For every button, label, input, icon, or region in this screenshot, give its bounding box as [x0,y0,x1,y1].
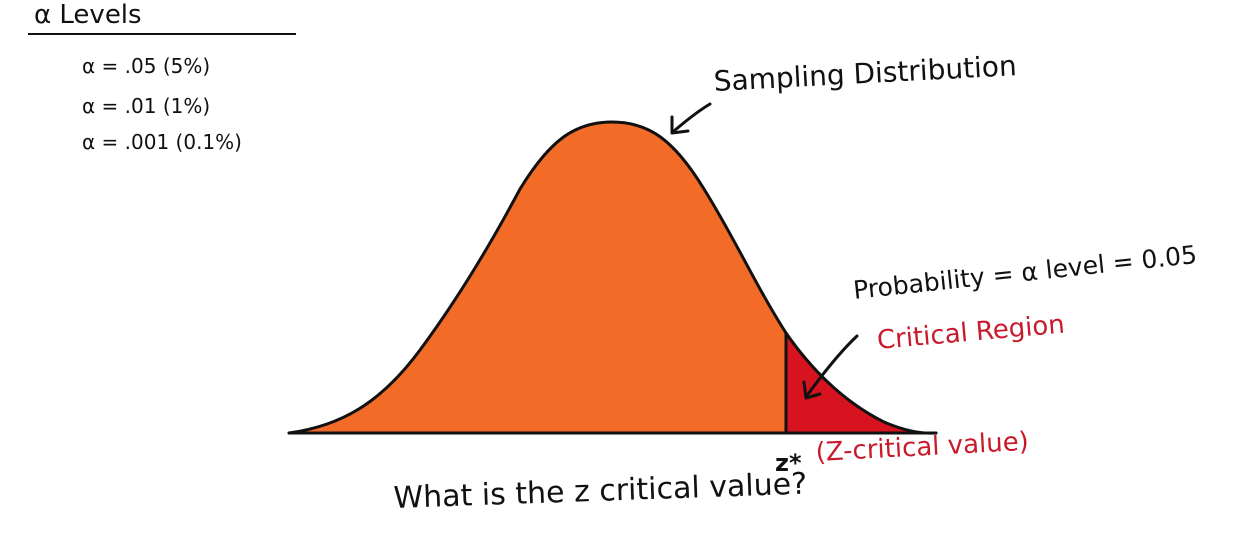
alpha-level-item: α = .01 (1%) [82,94,211,118]
curve-label-arrowhead [670,115,690,135]
alpha-levels-title: α Levels [34,0,142,30]
title-underline [28,33,296,35]
z-star-label: z* [775,449,802,477]
curve-label-arrow [672,102,712,133]
critical-region-arrowhead [802,380,822,400]
alpha-level-item: α = .001 (0.1%) [82,130,242,154]
critical-region-arrow [804,334,859,399]
sampling-distribution-curve [287,120,788,435]
alpha-level-item: α = .05 (5%) [82,54,211,78]
